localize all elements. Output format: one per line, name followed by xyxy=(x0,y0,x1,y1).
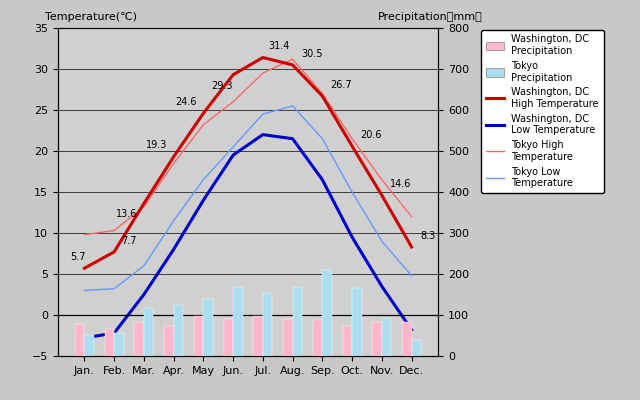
Text: 5.7: 5.7 xyxy=(70,252,86,262)
Bar xyxy=(292,287,302,356)
Bar xyxy=(352,288,362,356)
Bar xyxy=(253,316,263,356)
Legend: Washington, DC
Precipitation, Tokyo
Precipitation, Washington, DC
High Temperatu: Washington, DC Precipitation, Tokyo Prec… xyxy=(481,30,604,193)
Text: 8.3: 8.3 xyxy=(420,231,435,241)
Text: 30.5: 30.5 xyxy=(301,48,323,58)
Bar xyxy=(84,335,94,356)
Bar xyxy=(372,322,382,356)
Text: Temperature(℃): Temperature(℃) xyxy=(45,12,137,22)
Text: 19.3: 19.3 xyxy=(146,140,167,150)
Bar xyxy=(412,340,421,356)
Text: Precipitation（mm）: Precipitation（mm） xyxy=(378,12,483,22)
Bar xyxy=(402,322,412,356)
Text: 31.4: 31.4 xyxy=(268,41,290,51)
Bar xyxy=(223,319,233,356)
Text: 20.6: 20.6 xyxy=(360,130,382,140)
Text: 26.7: 26.7 xyxy=(331,80,352,90)
Text: 24.6: 24.6 xyxy=(175,97,197,107)
Text: 14.6: 14.6 xyxy=(390,179,412,189)
Bar xyxy=(75,324,84,356)
Text: 13.6: 13.6 xyxy=(116,209,138,219)
Text: 29.3: 29.3 xyxy=(211,81,232,91)
Bar xyxy=(342,326,352,356)
Bar xyxy=(134,322,144,356)
Bar xyxy=(194,316,204,356)
Bar xyxy=(233,287,243,356)
Bar xyxy=(164,326,173,356)
Text: 7.7: 7.7 xyxy=(121,236,136,246)
Bar xyxy=(382,318,391,356)
Bar xyxy=(204,300,213,356)
Bar xyxy=(114,333,124,356)
Bar xyxy=(173,305,183,356)
Bar xyxy=(313,320,323,356)
Bar xyxy=(105,329,114,356)
Bar xyxy=(144,308,154,356)
Bar xyxy=(263,293,273,356)
Bar xyxy=(283,319,292,356)
Bar xyxy=(323,270,332,356)
